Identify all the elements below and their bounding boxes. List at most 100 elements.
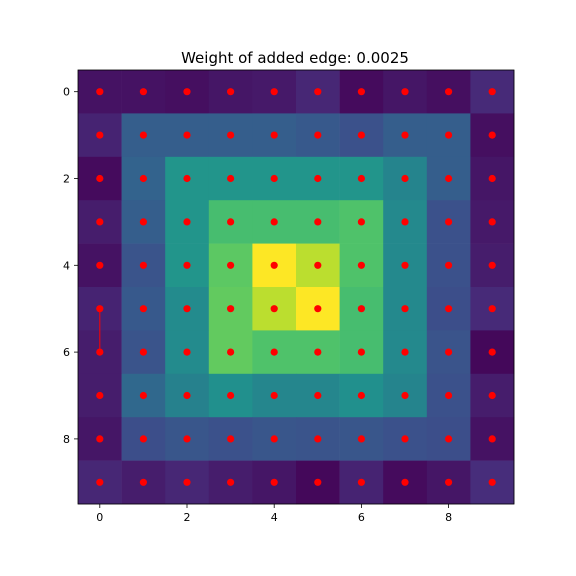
node-point-3-0 xyxy=(227,88,235,96)
node-point-5-8 xyxy=(314,435,322,443)
y-tick-label-6: 6 xyxy=(63,346,70,359)
node-point-7-3 xyxy=(401,218,409,226)
node-point-8-1 xyxy=(445,131,453,139)
node-point-7-0 xyxy=(401,88,409,96)
node-point-6-0 xyxy=(357,88,365,96)
node-point-3-8 xyxy=(227,435,235,443)
node-point-0-1 xyxy=(96,131,104,139)
chart-title: Weight of added edge: 0.0025 xyxy=(181,49,409,67)
node-point-2-3 xyxy=(183,218,191,226)
node-point-6-8 xyxy=(357,435,365,443)
x-axis-ticks: 0 2 4 6 8 xyxy=(96,504,452,524)
node-point-7-6 xyxy=(401,348,409,356)
node-point-3-1 xyxy=(227,131,235,139)
node-point-6-2 xyxy=(357,174,365,183)
node-point-1-2 xyxy=(139,174,147,183)
node-point-0-6 xyxy=(96,348,104,356)
node-point-0-3 xyxy=(96,218,104,226)
node-point-1-0 xyxy=(139,88,147,96)
node-point-3-5 xyxy=(227,305,235,313)
node-point-9-3 xyxy=(488,218,496,226)
node-point-5-0 xyxy=(314,88,322,96)
node-point-8-2 xyxy=(445,174,453,183)
y-tick-label-8: 8 xyxy=(63,433,70,446)
node-point-4-8 xyxy=(270,435,278,443)
node-point-5-7 xyxy=(314,391,322,400)
node-point-8-9 xyxy=(445,478,453,486)
node-point-2-9 xyxy=(183,478,191,486)
node-point-4-1 xyxy=(270,131,278,139)
node-point-9-9 xyxy=(488,478,496,486)
node-point-1-4 xyxy=(139,261,147,269)
node-point-2-5 xyxy=(183,305,191,313)
node-point-2-4 xyxy=(183,261,191,269)
node-point-9-2 xyxy=(488,174,496,183)
node-point-0-7 xyxy=(96,391,104,400)
node-point-1-9 xyxy=(139,478,147,486)
node-point-1-6 xyxy=(139,348,147,356)
node-point-6-4 xyxy=(357,261,365,269)
grid-nodes xyxy=(96,88,496,486)
x-tick-label-0: 0 xyxy=(96,511,103,524)
node-point-8-0 xyxy=(445,88,453,96)
node-point-9-5 xyxy=(488,305,496,313)
node-point-7-2 xyxy=(401,174,409,183)
node-point-6-6 xyxy=(357,348,365,356)
node-point-9-0 xyxy=(488,88,496,96)
node-point-8-7 xyxy=(445,391,453,400)
node-point-7-7 xyxy=(401,391,409,400)
node-point-2-8 xyxy=(183,435,191,443)
node-point-1-8 xyxy=(139,435,147,443)
node-point-0-0 xyxy=(96,88,104,96)
node-point-2-0 xyxy=(183,88,191,96)
node-point-0-2 xyxy=(96,174,104,183)
node-point-5-5 xyxy=(314,305,322,313)
node-point-1-1 xyxy=(139,131,147,139)
node-point-4-6 xyxy=(270,348,278,356)
x-tick-label-4: 4 xyxy=(271,511,278,524)
y-tick-label-4: 4 xyxy=(63,259,70,272)
y-tick-label-2: 2 xyxy=(63,173,70,186)
node-point-0-9 xyxy=(96,478,104,486)
x-tick-label-8: 8 xyxy=(445,511,452,524)
node-point-0-8 xyxy=(96,435,104,443)
node-point-3-3 xyxy=(227,218,235,226)
node-point-1-7 xyxy=(139,391,147,400)
node-point-3-7 xyxy=(227,391,235,400)
node-point-6-1 xyxy=(357,131,365,139)
node-point-4-9 xyxy=(270,478,278,486)
node-point-9-1 xyxy=(488,131,496,139)
y-tick-label-0: 0 xyxy=(63,86,70,99)
node-point-3-6 xyxy=(227,348,235,356)
node-point-4-0 xyxy=(270,88,278,96)
node-point-4-3 xyxy=(270,218,278,226)
node-point-1-5 xyxy=(139,305,147,313)
node-point-4-4 xyxy=(270,261,278,269)
node-point-7-9 xyxy=(401,478,409,486)
node-point-5-6 xyxy=(314,348,322,356)
node-point-2-7 xyxy=(183,391,191,400)
node-point-8-8 xyxy=(445,435,453,443)
node-point-7-8 xyxy=(401,435,409,443)
node-point-6-3 xyxy=(357,218,365,226)
plot-frame xyxy=(77,69,515,505)
node-point-8-6 xyxy=(445,348,453,356)
node-point-9-8 xyxy=(488,435,496,443)
node-point-8-3 xyxy=(445,218,453,226)
node-point-7-4 xyxy=(401,261,409,269)
node-point-9-4 xyxy=(488,261,496,269)
node-point-5-3 xyxy=(314,218,322,226)
node-point-4-2 xyxy=(270,174,278,183)
node-point-9-7 xyxy=(488,391,496,400)
node-point-5-9 xyxy=(314,478,322,486)
node-point-7-5 xyxy=(401,305,409,313)
node-point-8-4 xyxy=(445,261,453,269)
node-point-0-4 xyxy=(96,261,104,269)
node-point-7-1 xyxy=(401,131,409,139)
node-point-4-5 xyxy=(270,305,278,313)
node-point-6-5 xyxy=(357,305,365,313)
node-point-0-5 xyxy=(96,305,104,313)
node-point-1-3 xyxy=(139,218,147,226)
node-point-5-4 xyxy=(314,261,322,269)
